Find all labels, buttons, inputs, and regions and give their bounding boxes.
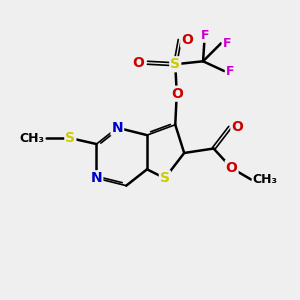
Text: N: N [112, 121, 123, 135]
Text: F: F [200, 29, 209, 42]
Text: O: O [181, 33, 193, 47]
Text: S: S [160, 171, 170, 185]
Text: S: S [65, 131, 75, 145]
Text: O: O [226, 161, 238, 175]
Text: CH₃: CH₃ [19, 132, 44, 145]
Text: O: O [171, 87, 183, 101]
Text: F: F [226, 64, 234, 78]
Text: N: N [91, 171, 102, 185]
Text: F: F [223, 37, 231, 50]
Text: O: O [231, 120, 243, 134]
Text: O: O [133, 56, 145, 70]
Text: CH₃: CH₃ [253, 173, 278, 186]
Text: S: S [170, 57, 180, 71]
